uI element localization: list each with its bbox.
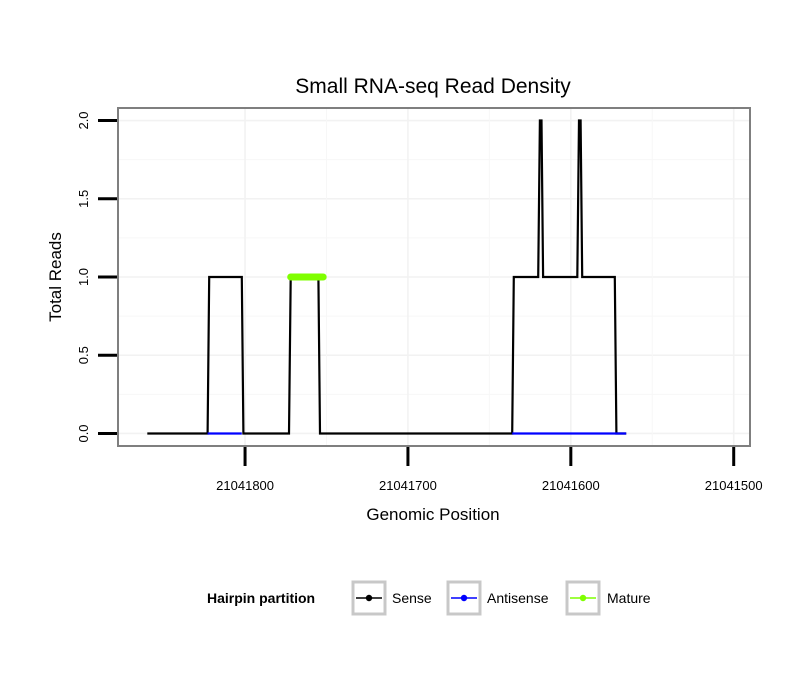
x-tick-label: 21041600 <box>542 478 600 493</box>
series-line-sense <box>147 119 627 435</box>
chart-title: Small RNA-seq Read Density <box>295 75 571 98</box>
y-tick-label: 1.0 <box>76 268 91 286</box>
x-tick-label: 21041700 <box>379 478 437 493</box>
legend-item-mature: Mature <box>565 580 651 616</box>
y-tick-label: 2.0 <box>76 111 91 129</box>
y-axis: 0.0 0.5 1.0 1.5 2.0 <box>76 111 117 443</box>
x-axis-label: Genomic Position <box>366 505 499 524</box>
data-lines <box>147 119 627 435</box>
panel-border <box>117 107 751 447</box>
x-tick-label: 21041800 <box>216 478 274 493</box>
legend-label-sense: Sense <box>392 590 432 606</box>
legend-title: Hairpin partition <box>207 590 315 606</box>
legend-item-antisense: Antisense <box>446 580 549 616</box>
x-axis: 21041800 21041700 21041600 21041500 <box>216 447 763 493</box>
legend-label-antisense: Antisense <box>487 590 549 606</box>
y-tick-label: 0.5 <box>76 346 91 364</box>
x-tick-label: 21041500 <box>705 478 763 493</box>
legend: Hairpin partition Sense Antisense Mature <box>207 580 651 616</box>
y-tick-label: 0.0 <box>76 424 91 442</box>
legend-label-mature: Mature <box>607 590 651 606</box>
y-tick-label: 1.5 <box>76 190 91 208</box>
legend-item-sense: Sense <box>351 580 432 616</box>
y-axis-label: Total Reads <box>46 232 65 322</box>
